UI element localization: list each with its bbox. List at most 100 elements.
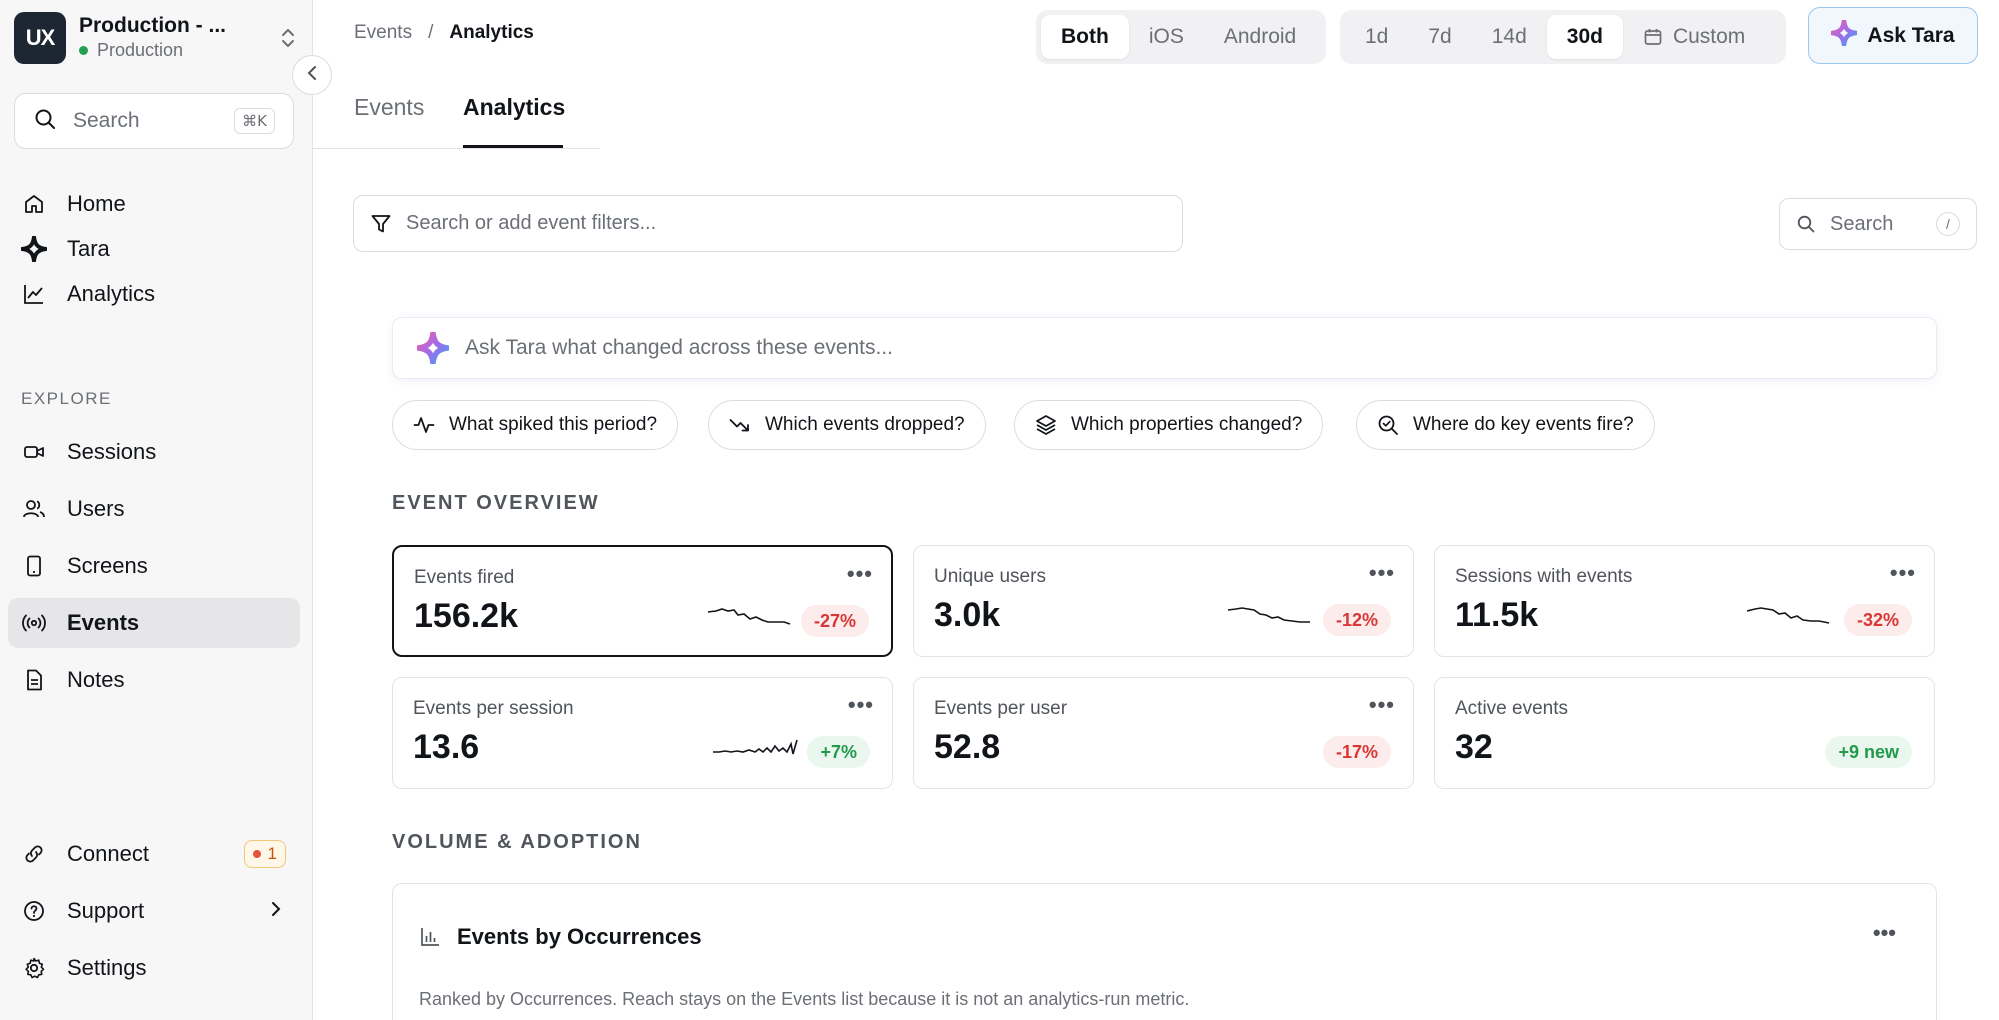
sidebar-item-settings[interactable]: Settings (8, 943, 300, 993)
more-options-icon[interactable]: ••• (1368, 692, 1395, 717)
delta-badge: +7% (807, 736, 870, 768)
phone-icon (21, 553, 47, 579)
more-options-icon[interactable]: ••• (1872, 920, 1896, 945)
more-options-icon[interactable]: ••• (846, 561, 873, 586)
calendar-icon (1643, 27, 1663, 47)
tab-analytics[interactable]: Analytics (463, 94, 566, 120)
activity-icon (413, 414, 435, 436)
explore-section-label: EXPLORE (21, 389, 112, 408)
workspace-switcher[interactable]: UX Production - ... Production (14, 10, 300, 66)
ask-tara-button[interactable]: Ask Tara (1808, 7, 1978, 64)
range-30d[interactable]: 30d (1546, 15, 1623, 59)
metric-card-active-events[interactable]: Active events 32 +9 new (1434, 677, 1935, 789)
search-shortcut-hint: / (1936, 212, 1960, 236)
sidebar-item-label: Settings (67, 955, 147, 980)
sidebar-item-connect[interactable]: Connect 1 (8, 829, 300, 879)
more-options-icon[interactable]: ••• (847, 692, 874, 717)
layers-icon (1035, 414, 1057, 436)
chip-label: Which properties changed? (1071, 414, 1303, 435)
breadcrumb-parent[interactable]: Events (354, 22, 413, 43)
metric-value: 156.2k (414, 597, 518, 635)
tab-bar: Events Analytics (313, 74, 600, 149)
delta-badge: -17% (1322, 736, 1391, 768)
chevron-left-icon (306, 64, 318, 87)
events-search-input[interactable]: Search / (1779, 198, 1977, 250)
sidebar-item-label: Events (67, 610, 140, 635)
ask-tara-label: Ask Tara (1867, 23, 1955, 47)
chevron-up-down-icon[interactable] (276, 23, 300, 53)
metric-value: 3.0k (934, 596, 1001, 634)
metric-label: Active events (1455, 698, 1568, 719)
collapse-sidebar-button[interactable] (292, 55, 332, 95)
metric-card-sessions-with-events[interactable]: Sessions with events 11.5k ••• -32% (1434, 545, 1935, 657)
filter-icon (370, 213, 392, 235)
chip-label: Where do key events fire? (1413, 414, 1634, 435)
platform-android[interactable]: Android (1223, 25, 1297, 48)
event-filter-input[interactable]: Search or add event filters... (353, 195, 1183, 252)
sidebar-item-label: Tara (67, 236, 110, 261)
broadcast-icon (21, 610, 47, 636)
chevron-right-icon (270, 898, 282, 924)
events-by-occurrences-card: Events by Occurrences ••• Ranked by Occu… (392, 883, 1937, 1020)
suggestion-chip-fire[interactable]: Where do key events fire? (1356, 400, 1655, 450)
sidebar-item-sessions[interactable]: Sessions (8, 427, 300, 477)
sidebar-item-label: Screens (67, 553, 148, 578)
metric-value: 52.8 (934, 728, 1001, 766)
range-1d[interactable]: 1d (1365, 25, 1389, 48)
sidebar-search-label: Search (73, 109, 140, 132)
events-by-occurrences-subtitle: Ranked by Occurrences. Reach stays on th… (419, 989, 1190, 1009)
sidebar-item-label: Home (67, 191, 126, 216)
sidebar-search[interactable]: Search ⌘K (14, 93, 294, 149)
metric-label: Events fired (414, 567, 515, 588)
sidebar-item-label: Sessions (67, 439, 157, 464)
range-custom[interactable]: Custom (1623, 15, 1765, 59)
suggestion-chip-properties[interactable]: Which properties changed? (1014, 400, 1324, 450)
trend-down-icon (729, 414, 751, 436)
events-search-placeholder: Search (1830, 212, 1894, 235)
sparkline (1227, 607, 1310, 623)
sidebar-item-tara[interactable]: Tara (8, 224, 300, 274)
metric-card-events-fired[interactable]: Events fired 156.2k ••• -27% (392, 545, 893, 657)
sparkline (707, 608, 791, 625)
tab-events[interactable]: Events (354, 94, 425, 120)
status-dot (79, 45, 88, 55)
sidebar-item-analytics[interactable]: Analytics (8, 269, 300, 319)
metric-value: 13.6 (413, 728, 480, 766)
workspace-name: Production - ... (79, 14, 226, 37)
metric-label: Events per user (934, 698, 1068, 719)
range-7d[interactable]: 7d (1428, 25, 1452, 48)
range-toggle: 1d 7d 14d 30d Custom (1340, 10, 1786, 64)
more-options-icon[interactable]: ••• (1889, 560, 1916, 585)
bar-chart-icon (419, 926, 441, 953)
delta-badge: -12% (1322, 604, 1391, 636)
search-icon (1796, 214, 1816, 234)
sidebar-item-screens[interactable]: Screens (8, 541, 300, 591)
workspace-env-label: Production (97, 40, 184, 60)
platform-both[interactable]: Both (1041, 15, 1129, 59)
metric-card-unique-users[interactable]: Unique users 3.0k ••• -12% (913, 545, 1414, 657)
suggestion-chip-dropped[interactable]: Which events dropped? (708, 400, 986, 450)
sidebar-item-users[interactable]: Users (8, 484, 300, 534)
range-14d[interactable]: 14d (1491, 25, 1527, 48)
chip-label: Which events dropped? (765, 414, 965, 435)
breadcrumb: Events / Analytics (354, 22, 534, 44)
users-icon (21, 496, 47, 522)
more-options-icon[interactable]: ••• (1368, 560, 1395, 585)
sidebar-item-label: Connect (67, 841, 149, 866)
volume-adoption-title: VOLUME & ADOPTION (392, 831, 642, 853)
gear-icon (21, 955, 47, 981)
event-overview-title: EVENT OVERVIEW (392, 492, 600, 514)
metric-card-events-per-user[interactable]: Events per user 52.8 ••• -17% (913, 677, 1414, 789)
metric-card-events-per-session[interactable]: Events per session 13.6 ••• +7% (392, 677, 893, 789)
platform-toggle: Both iOS Android (1036, 10, 1326, 64)
sidebar: UX Production - ... Production Search ⌘K… (0, 0, 313, 1020)
home-icon (21, 191, 47, 217)
sidebar-item-notes[interactable]: Notes (8, 655, 300, 705)
ask-tara-input[interactable]: Ask Tara what changed across these event… (392, 317, 1937, 379)
platform-ios[interactable]: iOS (1148, 25, 1184, 48)
sidebar-item-events[interactable]: Events (8, 598, 300, 648)
suggestion-chip-spiked[interactable]: What spiked this period? (392, 400, 679, 450)
active-tab-indicator (463, 145, 563, 148)
sidebar-item-support[interactable]: Support (8, 886, 300, 936)
sidebar-item-home[interactable]: Home (8, 179, 300, 229)
